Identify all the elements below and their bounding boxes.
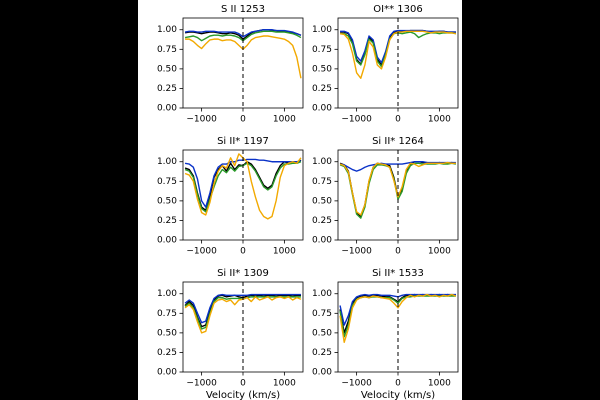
- x-tick-label: 1000: [273, 247, 296, 257]
- axes-frame: [337, 17, 459, 109]
- y-tick-label: 1.00: [157, 289, 177, 299]
- y-tick-label: 0.50: [312, 196, 332, 206]
- y-tick-label: 0.25: [157, 348, 177, 358]
- axes-frame: [182, 17, 304, 109]
- y-tick-label: 1.00: [312, 289, 332, 299]
- x-tick-label: 1000: [428, 247, 451, 257]
- x-axis-label: Velocity (km/s): [361, 390, 435, 400]
- y-tick-label: 0.25: [312, 348, 332, 358]
- x-tick-label: 1000: [428, 379, 451, 389]
- x-tick-label: −1000: [186, 247, 217, 257]
- x-tick-label: 0: [395, 247, 401, 257]
- x-tick-label: −1000: [341, 247, 372, 257]
- y-tick-label: 0.25: [157, 216, 177, 226]
- y-tick-label: 0.00: [157, 104, 177, 114]
- y-tick-label: 0.00: [312, 236, 332, 246]
- y-tick-label: 0.50: [157, 196, 177, 206]
- x-tick-label: 0: [240, 379, 246, 389]
- x-tick-label: 0: [240, 247, 246, 257]
- axes-frame: [337, 281, 459, 373]
- y-tick-label: 0.50: [157, 64, 177, 74]
- x-axis-label: Velocity (km/s): [206, 390, 280, 400]
- x-tick-label: −1000: [341, 115, 372, 125]
- y-tick-label: 0.00: [157, 236, 177, 246]
- y-tick-label: 0.75: [157, 45, 177, 55]
- y-tick-label: 0.75: [312, 177, 332, 187]
- axes-frame: [337, 149, 459, 241]
- x-tick-label: −1000: [186, 379, 217, 389]
- spectrum-line: [339, 161, 456, 216]
- x-tick-label: 0: [395, 379, 401, 389]
- y-tick-label: 0.00: [312, 104, 332, 114]
- panel-title: S II 1253: [221, 4, 265, 15]
- panel-title: OI** 1306: [373, 4, 422, 15]
- x-tick-label: 0: [240, 115, 246, 125]
- spectrum-line: [184, 293, 301, 324]
- x-tick-label: 1000: [273, 379, 296, 389]
- x-tick-label: 1000: [428, 115, 451, 125]
- panel-title: Si II* 1309: [217, 268, 269, 279]
- y-tick-label: 1.00: [312, 157, 332, 167]
- x-tick-label: 1000: [273, 115, 296, 125]
- y-tick-label: 0.50: [312, 328, 332, 338]
- axes-frame: [182, 281, 304, 373]
- spectrum-line: [184, 29, 302, 38]
- y-tick-label: 0.25: [312, 84, 332, 94]
- panel-title: Si II* 1533: [372, 268, 424, 279]
- panel-title: Si II* 1264: [372, 136, 424, 147]
- axes-frame: [182, 149, 304, 241]
- y-tick-label: 1.00: [157, 157, 177, 167]
- spectrum-line: [340, 29, 456, 64]
- y-tick-label: 1.00: [157, 25, 177, 35]
- y-tick-label: 0.50: [312, 64, 332, 74]
- spectrum-line: [339, 293, 457, 343]
- y-tick-label: 0.00: [312, 368, 332, 378]
- y-tick-label: 0.25: [157, 84, 177, 94]
- x-tick-label: 0: [395, 115, 401, 125]
- canvas: [138, 0, 462, 400]
- y-tick-label: 0.00: [157, 368, 177, 378]
- y-tick-label: 0.75: [157, 309, 177, 319]
- x-tick-label: −1000: [186, 115, 217, 125]
- y-tick-label: 0.25: [312, 216, 332, 226]
- y-tick-label: 0.75: [312, 45, 332, 55]
- y-tick-label: 0.75: [312, 309, 332, 319]
- y-tick-label: 0.75: [157, 177, 177, 187]
- panel-title: Si II* 1197: [217, 136, 269, 147]
- y-tick-label: 1.00: [312, 25, 332, 35]
- y-tick-label: 0.50: [157, 328, 177, 338]
- x-tick-label: −1000: [341, 379, 372, 389]
